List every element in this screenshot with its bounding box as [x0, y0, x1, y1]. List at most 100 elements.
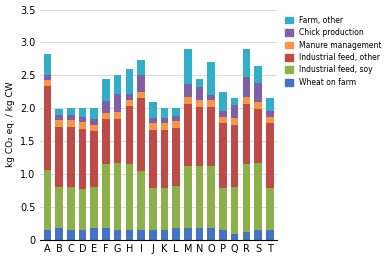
Bar [266, 98, 273, 112]
Bar [126, 230, 133, 239]
Bar [266, 117, 273, 123]
Bar [161, 118, 168, 123]
Bar [44, 80, 51, 87]
Bar [114, 112, 121, 119]
Bar [172, 121, 180, 128]
Bar [114, 119, 121, 163]
Bar [90, 229, 98, 239]
Bar [149, 130, 156, 188]
Bar [254, 230, 262, 239]
Bar [55, 115, 63, 120]
Bar [137, 75, 145, 92]
Bar [161, 188, 168, 230]
Bar [243, 77, 250, 97]
Bar [196, 229, 203, 239]
Bar [161, 130, 168, 188]
Bar [90, 108, 98, 119]
Bar [67, 127, 75, 187]
Bar [126, 94, 133, 100]
Bar [102, 101, 110, 113]
Bar [196, 166, 203, 229]
Bar [102, 113, 110, 119]
Bar [149, 102, 156, 118]
Bar [67, 187, 75, 230]
Bar [149, 230, 156, 239]
Bar [79, 117, 87, 122]
Bar [254, 102, 262, 109]
Bar [102, 119, 110, 164]
Bar [266, 123, 273, 188]
Bar [219, 188, 227, 230]
Bar [44, 54, 51, 75]
Bar [243, 97, 250, 103]
Bar [184, 103, 191, 166]
Bar [243, 232, 250, 239]
Bar [126, 106, 133, 164]
Bar [44, 87, 51, 170]
Bar [161, 123, 168, 130]
Bar [114, 75, 121, 94]
Bar [231, 187, 238, 234]
Bar [254, 82, 262, 102]
Bar [196, 79, 203, 87]
Bar [126, 69, 133, 94]
Bar [184, 84, 191, 97]
Bar [161, 108, 168, 118]
Bar [184, 166, 191, 229]
Bar [102, 164, 110, 229]
Bar [137, 92, 145, 98]
Bar [90, 131, 98, 187]
Bar [126, 100, 133, 106]
Bar [231, 234, 238, 239]
Bar [172, 128, 180, 186]
Bar [243, 49, 250, 77]
Bar [172, 186, 180, 229]
Bar [55, 120, 63, 127]
Bar [149, 188, 156, 230]
Bar [44, 75, 51, 80]
Bar [126, 164, 133, 230]
Bar [243, 103, 250, 164]
Bar [219, 112, 227, 117]
Bar [90, 187, 98, 229]
Bar [266, 188, 273, 230]
Bar [207, 229, 215, 239]
Bar [90, 119, 98, 125]
Bar [172, 229, 180, 239]
Y-axis label: kg CO₂ eq. / kg CW: kg CO₂ eq. / kg CW [5, 82, 14, 167]
Bar [207, 62, 215, 95]
Bar [266, 112, 273, 117]
Bar [207, 107, 215, 166]
Bar [55, 127, 63, 187]
Bar [149, 118, 156, 123]
Bar [114, 230, 121, 239]
Bar [44, 170, 51, 230]
Bar [207, 100, 215, 107]
Bar [102, 229, 110, 239]
Bar [231, 118, 238, 125]
Bar [114, 163, 121, 230]
Bar [102, 79, 110, 101]
Bar [184, 229, 191, 239]
Bar [79, 122, 87, 128]
Bar [172, 108, 180, 116]
Bar [231, 125, 238, 187]
Bar [243, 164, 250, 232]
Bar [219, 230, 227, 239]
Bar [254, 109, 262, 163]
Bar [44, 230, 51, 239]
Bar [137, 98, 145, 171]
Bar [149, 123, 156, 130]
Bar [137, 60, 145, 75]
Bar [207, 95, 215, 100]
Bar [207, 166, 215, 229]
Bar [79, 230, 87, 239]
Bar [161, 230, 168, 239]
Bar [231, 105, 238, 118]
Bar [67, 230, 75, 239]
Bar [137, 171, 145, 230]
Legend: Farm, other, Chick production, Manure management, Industrial feed, other, Indust: Farm, other, Chick production, Manure ma… [283, 13, 384, 89]
Bar [219, 123, 227, 188]
Bar [184, 97, 191, 103]
Bar [79, 108, 87, 117]
